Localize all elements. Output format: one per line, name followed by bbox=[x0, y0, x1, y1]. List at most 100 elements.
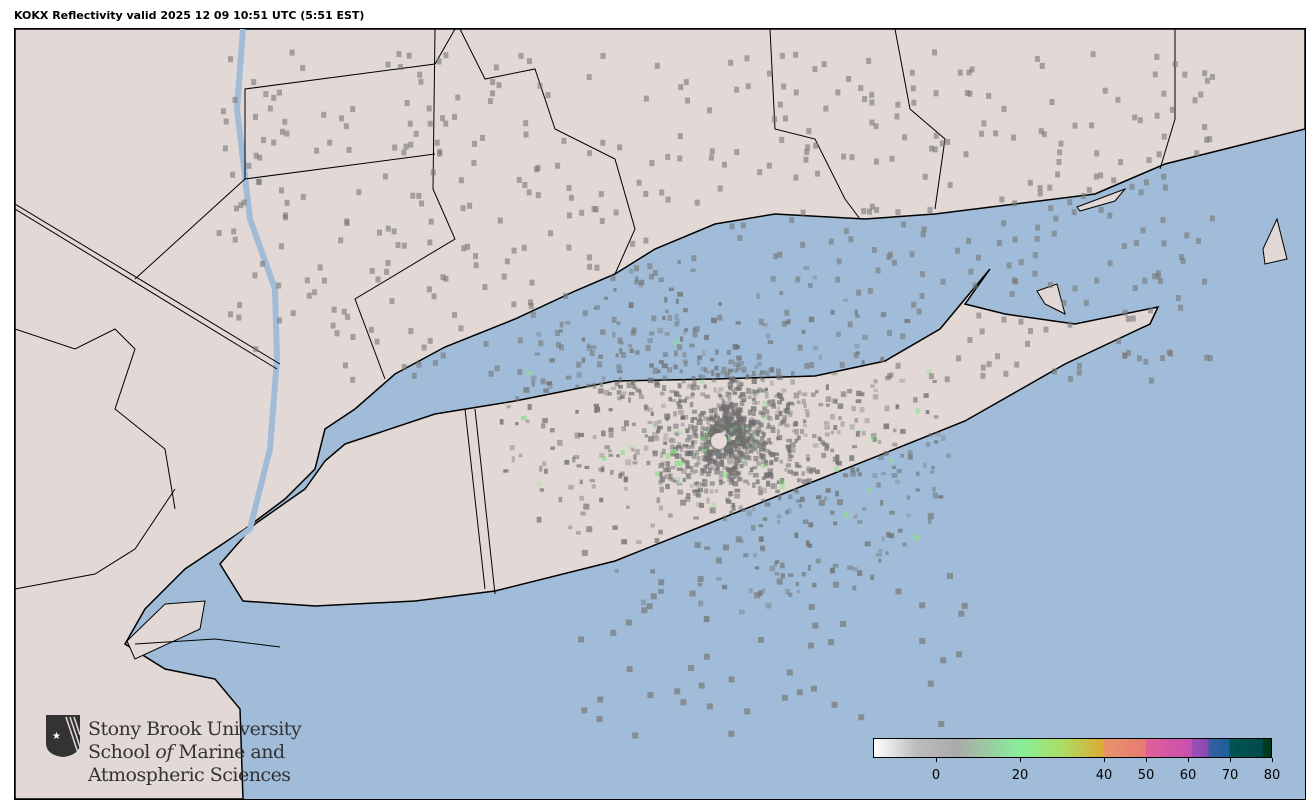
echo-pixel bbox=[764, 409, 770, 415]
echo-pixel bbox=[915, 488, 921, 492]
echo-pixel bbox=[1098, 206, 1104, 213]
echo-pixel bbox=[756, 353, 762, 360]
echo-pixel bbox=[946, 453, 951, 458]
echo-pixel bbox=[621, 352, 627, 359]
echo-pixel bbox=[760, 389, 765, 393]
echo-pixel bbox=[566, 185, 572, 192]
echo-pixel bbox=[674, 688, 681, 695]
echo-pixel bbox=[586, 526, 593, 533]
echo-pixel bbox=[783, 408, 788, 414]
radar-map[interactable] bbox=[14, 28, 1306, 800]
echo-pixel bbox=[1136, 355, 1142, 362]
echo-pixel bbox=[802, 519, 809, 524]
echo-pixel bbox=[1094, 150, 1100, 157]
echo-pixel bbox=[443, 52, 449, 59]
echo-pixel bbox=[761, 389, 768, 393]
echo-pixel bbox=[647, 263, 653, 270]
echo-pixel bbox=[631, 379, 636, 384]
echo-pixel bbox=[726, 467, 731, 473]
echo-pixel bbox=[1093, 173, 1099, 180]
echo-pixel bbox=[756, 420, 761, 425]
echo-pixel bbox=[743, 553, 749, 558]
echo-pixel bbox=[494, 365, 500, 372]
echo-pixel bbox=[559, 321, 564, 328]
echo-pixel bbox=[764, 502, 771, 507]
echo-pixel bbox=[714, 412, 719, 418]
echo-pixel bbox=[870, 574, 875, 581]
echo-pixel bbox=[700, 434, 705, 440]
echo-pixel bbox=[608, 391, 612, 396]
echo-pixel bbox=[894, 113, 900, 120]
echo-pixel bbox=[823, 105, 829, 112]
echo-pixel bbox=[216, 230, 222, 237]
echo-pixel bbox=[702, 469, 706, 474]
echo-pixel bbox=[572, 456, 576, 463]
echo-pixel bbox=[832, 563, 839, 568]
echo-pixel bbox=[1184, 232, 1190, 239]
echo-pixel bbox=[668, 396, 673, 402]
echo-pixel bbox=[659, 471, 663, 477]
echo-pixel bbox=[836, 331, 841, 337]
echo-pixel bbox=[796, 499, 801, 503]
echo-pixel bbox=[404, 100, 410, 107]
echo-pixel bbox=[549, 428, 555, 433]
echo-pixel bbox=[657, 327, 664, 334]
echo-pixel bbox=[823, 421, 830, 425]
echo-pixel bbox=[725, 422, 732, 428]
echo-pixel bbox=[752, 400, 757, 406]
echo-pixel bbox=[535, 164, 541, 171]
echo-pixel bbox=[600, 465, 605, 472]
echo-pixel bbox=[667, 513, 673, 518]
echo-pixel bbox=[669, 390, 675, 394]
echo-pixel bbox=[616, 321, 621, 326]
echo-pixel bbox=[757, 169, 763, 176]
echo-pixel bbox=[852, 585, 857, 591]
echo-pixel bbox=[871, 246, 877, 253]
echo-pixel bbox=[694, 199, 700, 206]
echo-pixel bbox=[618, 384, 623, 389]
echo-pixel bbox=[472, 140, 478, 147]
echo-pixel bbox=[1154, 53, 1160, 60]
echo-pixel bbox=[933, 90, 939, 97]
echo-pixel bbox=[709, 481, 715, 486]
echo-pixel bbox=[667, 314, 672, 321]
echo-pixel bbox=[576, 530, 581, 535]
echo-pixel bbox=[736, 466, 740, 471]
echo-pixel bbox=[1051, 230, 1057, 237]
echo-pixel bbox=[664, 332, 670, 336]
echo-pixel bbox=[692, 327, 697, 333]
echo-pixel bbox=[717, 447, 722, 453]
echo-pixel bbox=[766, 401, 771, 407]
echo-pixel bbox=[632, 461, 638, 465]
echo-pixel bbox=[856, 390, 862, 397]
echo-pixel bbox=[906, 495, 911, 500]
echo-pixel bbox=[812, 345, 819, 351]
echo-pixel bbox=[496, 82, 502, 89]
echo-pixel bbox=[410, 192, 416, 199]
echo-pixel bbox=[844, 512, 849, 518]
echo-pixel bbox=[396, 51, 402, 58]
echo-pixel bbox=[591, 484, 596, 489]
colorbar-tick-label: 50 bbox=[1137, 768, 1155, 783]
echo-pixel bbox=[793, 174, 799, 181]
echo-pixel bbox=[857, 472, 862, 477]
echo-pixel bbox=[800, 209, 806, 216]
echo-pixel bbox=[686, 450, 693, 456]
echo-pixel bbox=[436, 58, 442, 65]
echo-pixel bbox=[766, 415, 771, 420]
echo-pixel bbox=[527, 58, 533, 65]
echo-pixel bbox=[665, 153, 671, 160]
echo-pixel bbox=[754, 419, 760, 426]
echo-pixel bbox=[729, 450, 734, 455]
echo-pixel bbox=[693, 490, 700, 496]
echo-pixel bbox=[259, 260, 265, 267]
echo-pixel bbox=[1207, 136, 1213, 143]
echo-pixel bbox=[727, 368, 734, 373]
map-title: KOKX Reflectivity valid 2025 12 09 10:51… bbox=[14, 9, 365, 22]
echo-pixel bbox=[619, 348, 623, 354]
echo-pixel bbox=[785, 404, 790, 410]
echo-pixel bbox=[564, 321, 571, 325]
echo-pixel bbox=[630, 240, 636, 247]
echo-pixel bbox=[961, 602, 968, 609]
echo-pixel bbox=[723, 418, 730, 422]
